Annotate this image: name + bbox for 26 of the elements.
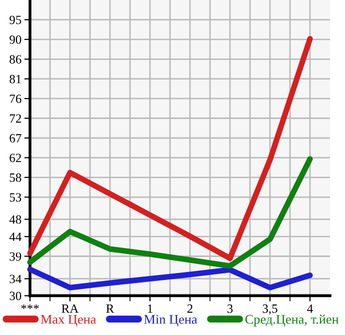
y-tick-label: 53 bbox=[10, 193, 22, 202]
x-tick-label: 3 bbox=[227, 304, 233, 313]
y-tick-label: 90 bbox=[10, 35, 22, 44]
x-tick-label: *** bbox=[21, 304, 39, 310]
x-tick-label: 4 bbox=[307, 304, 313, 313]
y-tick-label: 76 bbox=[10, 94, 22, 104]
y-tick-label: 62 bbox=[10, 154, 21, 162]
y-tick-label: 86 bbox=[10, 55, 22, 64]
legend-label: Сред.Цена, т.йен bbox=[245, 314, 339, 326]
y-tick-label: 48 bbox=[9, 215, 22, 224]
legend-label: Min Цена bbox=[144, 314, 198, 326]
y-tick-label: 34 bbox=[10, 274, 22, 284]
x-tick-label: 1 bbox=[148, 304, 152, 313]
y-tick-label: 81 bbox=[10, 74, 21, 84]
y-tick-label: 30 bbox=[10, 292, 22, 300]
y-tick-label: 39 bbox=[10, 252, 22, 261]
y-tick-label: 58 bbox=[10, 173, 22, 182]
y-tick-label: 72 bbox=[10, 114, 21, 123]
y-tick-label: 44 bbox=[9, 232, 22, 241]
legend-label: Max Цена bbox=[40, 315, 96, 326]
x-tick-label: RA bbox=[62, 304, 79, 313]
x-tick-label: 2 bbox=[187, 304, 192, 313]
x-tick-label: R bbox=[106, 304, 114, 313]
y-tick-label: 67 bbox=[10, 134, 22, 142]
x-tick-label: 3,5 bbox=[262, 304, 278, 315]
y-tick-label: 95 bbox=[10, 16, 22, 24]
